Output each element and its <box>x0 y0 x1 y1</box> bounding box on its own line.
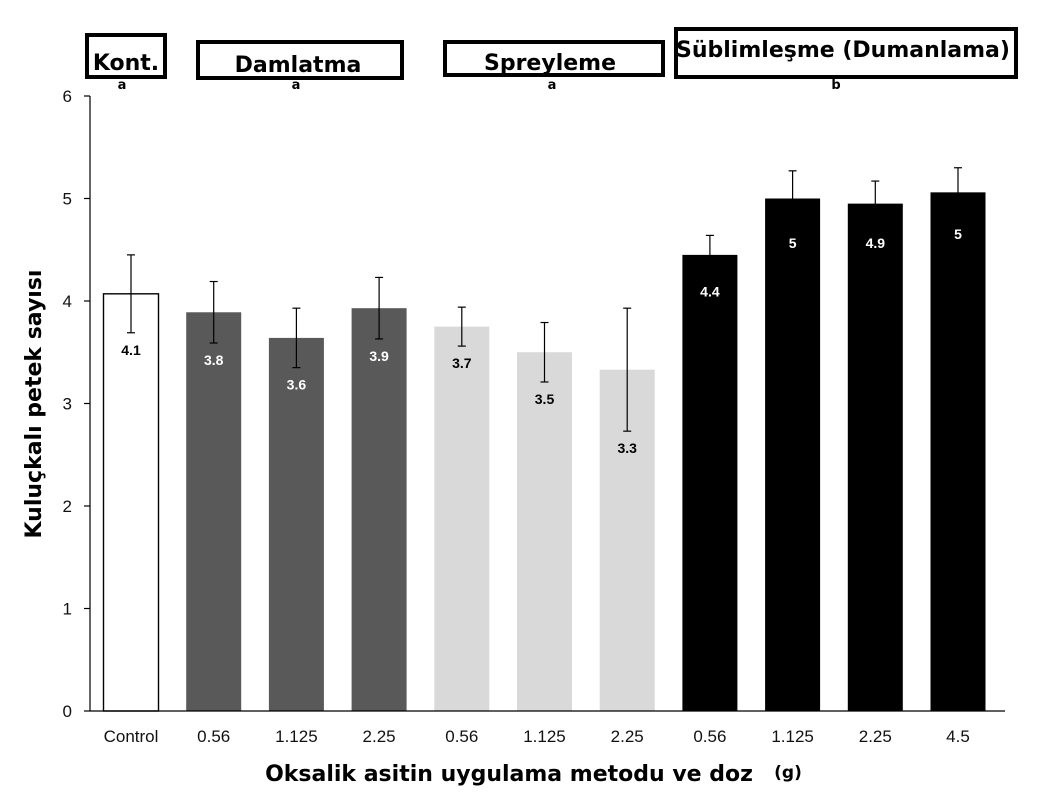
bar <box>434 326 490 711</box>
value-labels: 4.1 3.8 3.6 3.9 3.7 3.5 3.3 4.4 5 4.9 5 <box>121 226 962 456</box>
sig-letter-spreyleme: a <box>548 78 557 93</box>
y-tick-label: 2 <box>63 497 72 516</box>
group-title-damlatma: Damlatma <box>235 53 362 78</box>
sig-letter-sublimlesme: b <box>831 78 840 93</box>
bar <box>682 254 738 711</box>
x-tick-label: Control <box>104 727 159 746</box>
bar <box>268 337 324 711</box>
x-tick-label: 0.56 <box>693 727 726 746</box>
error-bar <box>788 170 797 227</box>
error-bar <box>292 307 301 369</box>
error-bar <box>127 254 135 334</box>
y-axis-title: Kuluçkalı petek sayısı <box>22 270 47 539</box>
data-label: 3.5 <box>535 391 555 407</box>
data-label: 3.7 <box>452 355 472 371</box>
y-axis: 0 1 2 3 4 5 6 <box>63 87 90 721</box>
error-bar <box>705 234 714 275</box>
bar <box>930 192 986 712</box>
data-label: 4.4 <box>700 283 720 299</box>
y-tick-label: 5 <box>63 190 72 209</box>
data-label: 3.9 <box>369 348 389 364</box>
x-tick-label: 2.25 <box>363 727 396 746</box>
data-label: 5 <box>789 235 797 251</box>
error-bar <box>540 321 549 383</box>
error-bar <box>209 280 218 344</box>
group-box-sublimlesme <box>674 27 1018 79</box>
bar <box>102 293 160 712</box>
group-box-damlatma <box>196 40 404 80</box>
group-headers: Kont. Damlatma Spreyleme Süblimleşme (Du… <box>85 27 1018 80</box>
error-bar <box>457 306 466 347</box>
bar <box>847 203 903 711</box>
y-tick-label: 4 <box>63 292 72 311</box>
data-label: 3.8 <box>204 352 224 368</box>
error-bar <box>375 276 384 340</box>
data-label: 3.3 <box>617 440 637 456</box>
x-tick-label: 0.56 <box>445 727 478 746</box>
group-box-control <box>85 33 167 79</box>
y-tick-label: 1 <box>63 600 72 619</box>
error-bar <box>871 180 880 227</box>
bar <box>517 352 572 711</box>
x-axis-unit: (g) <box>774 763 802 783</box>
data-label: 3.6 <box>287 377 307 393</box>
sig-letter-control: a <box>118 78 127 93</box>
group-title-control: Kont. <box>93 51 159 76</box>
x-tick-label: 1.125 <box>523 727 566 746</box>
data-label: 4.1 <box>121 342 141 358</box>
x-tick-label: 4.5 <box>946 727 970 746</box>
x-tick-label: 2.25 <box>859 727 892 746</box>
x-tick-label: 1.125 <box>275 727 318 746</box>
error-bar <box>954 167 962 218</box>
y-tick-label: 0 <box>63 702 72 721</box>
bar <box>765 198 821 711</box>
group-title-spreyleme: Spreyleme <box>484 51 616 76</box>
x-tick-label: 1.125 <box>771 727 814 746</box>
data-label: 4.9 <box>866 235 886 251</box>
x-tick-label: 2.25 <box>611 727 644 746</box>
x-tick-label: 0.56 <box>197 727 230 746</box>
y-tick-label: 3 <box>63 395 72 414</box>
sig-letter-damlatma: a <box>292 78 301 93</box>
x-tick-labels: Control 0.56 1.125 2.25 0.56 1.125 2.25 0.56 1.1… <box>104 727 970 746</box>
error-bar <box>623 307 632 432</box>
data-label: 5 <box>954 226 962 242</box>
bar <box>351 308 407 711</box>
bar <box>186 312 242 711</box>
bars <box>102 192 986 712</box>
group-title-sublimlesme: Süblimleşme (Dumanlama) <box>676 38 1010 63</box>
x-axis-title: Oksalik asitin uygulama metodu ve doz <box>265 762 753 787</box>
group-box-spreyleme <box>443 40 665 77</box>
significance-letters: a a a b <box>118 78 841 93</box>
error-bars <box>127 167 962 432</box>
y-tick-label: 6 <box>63 87 72 106</box>
